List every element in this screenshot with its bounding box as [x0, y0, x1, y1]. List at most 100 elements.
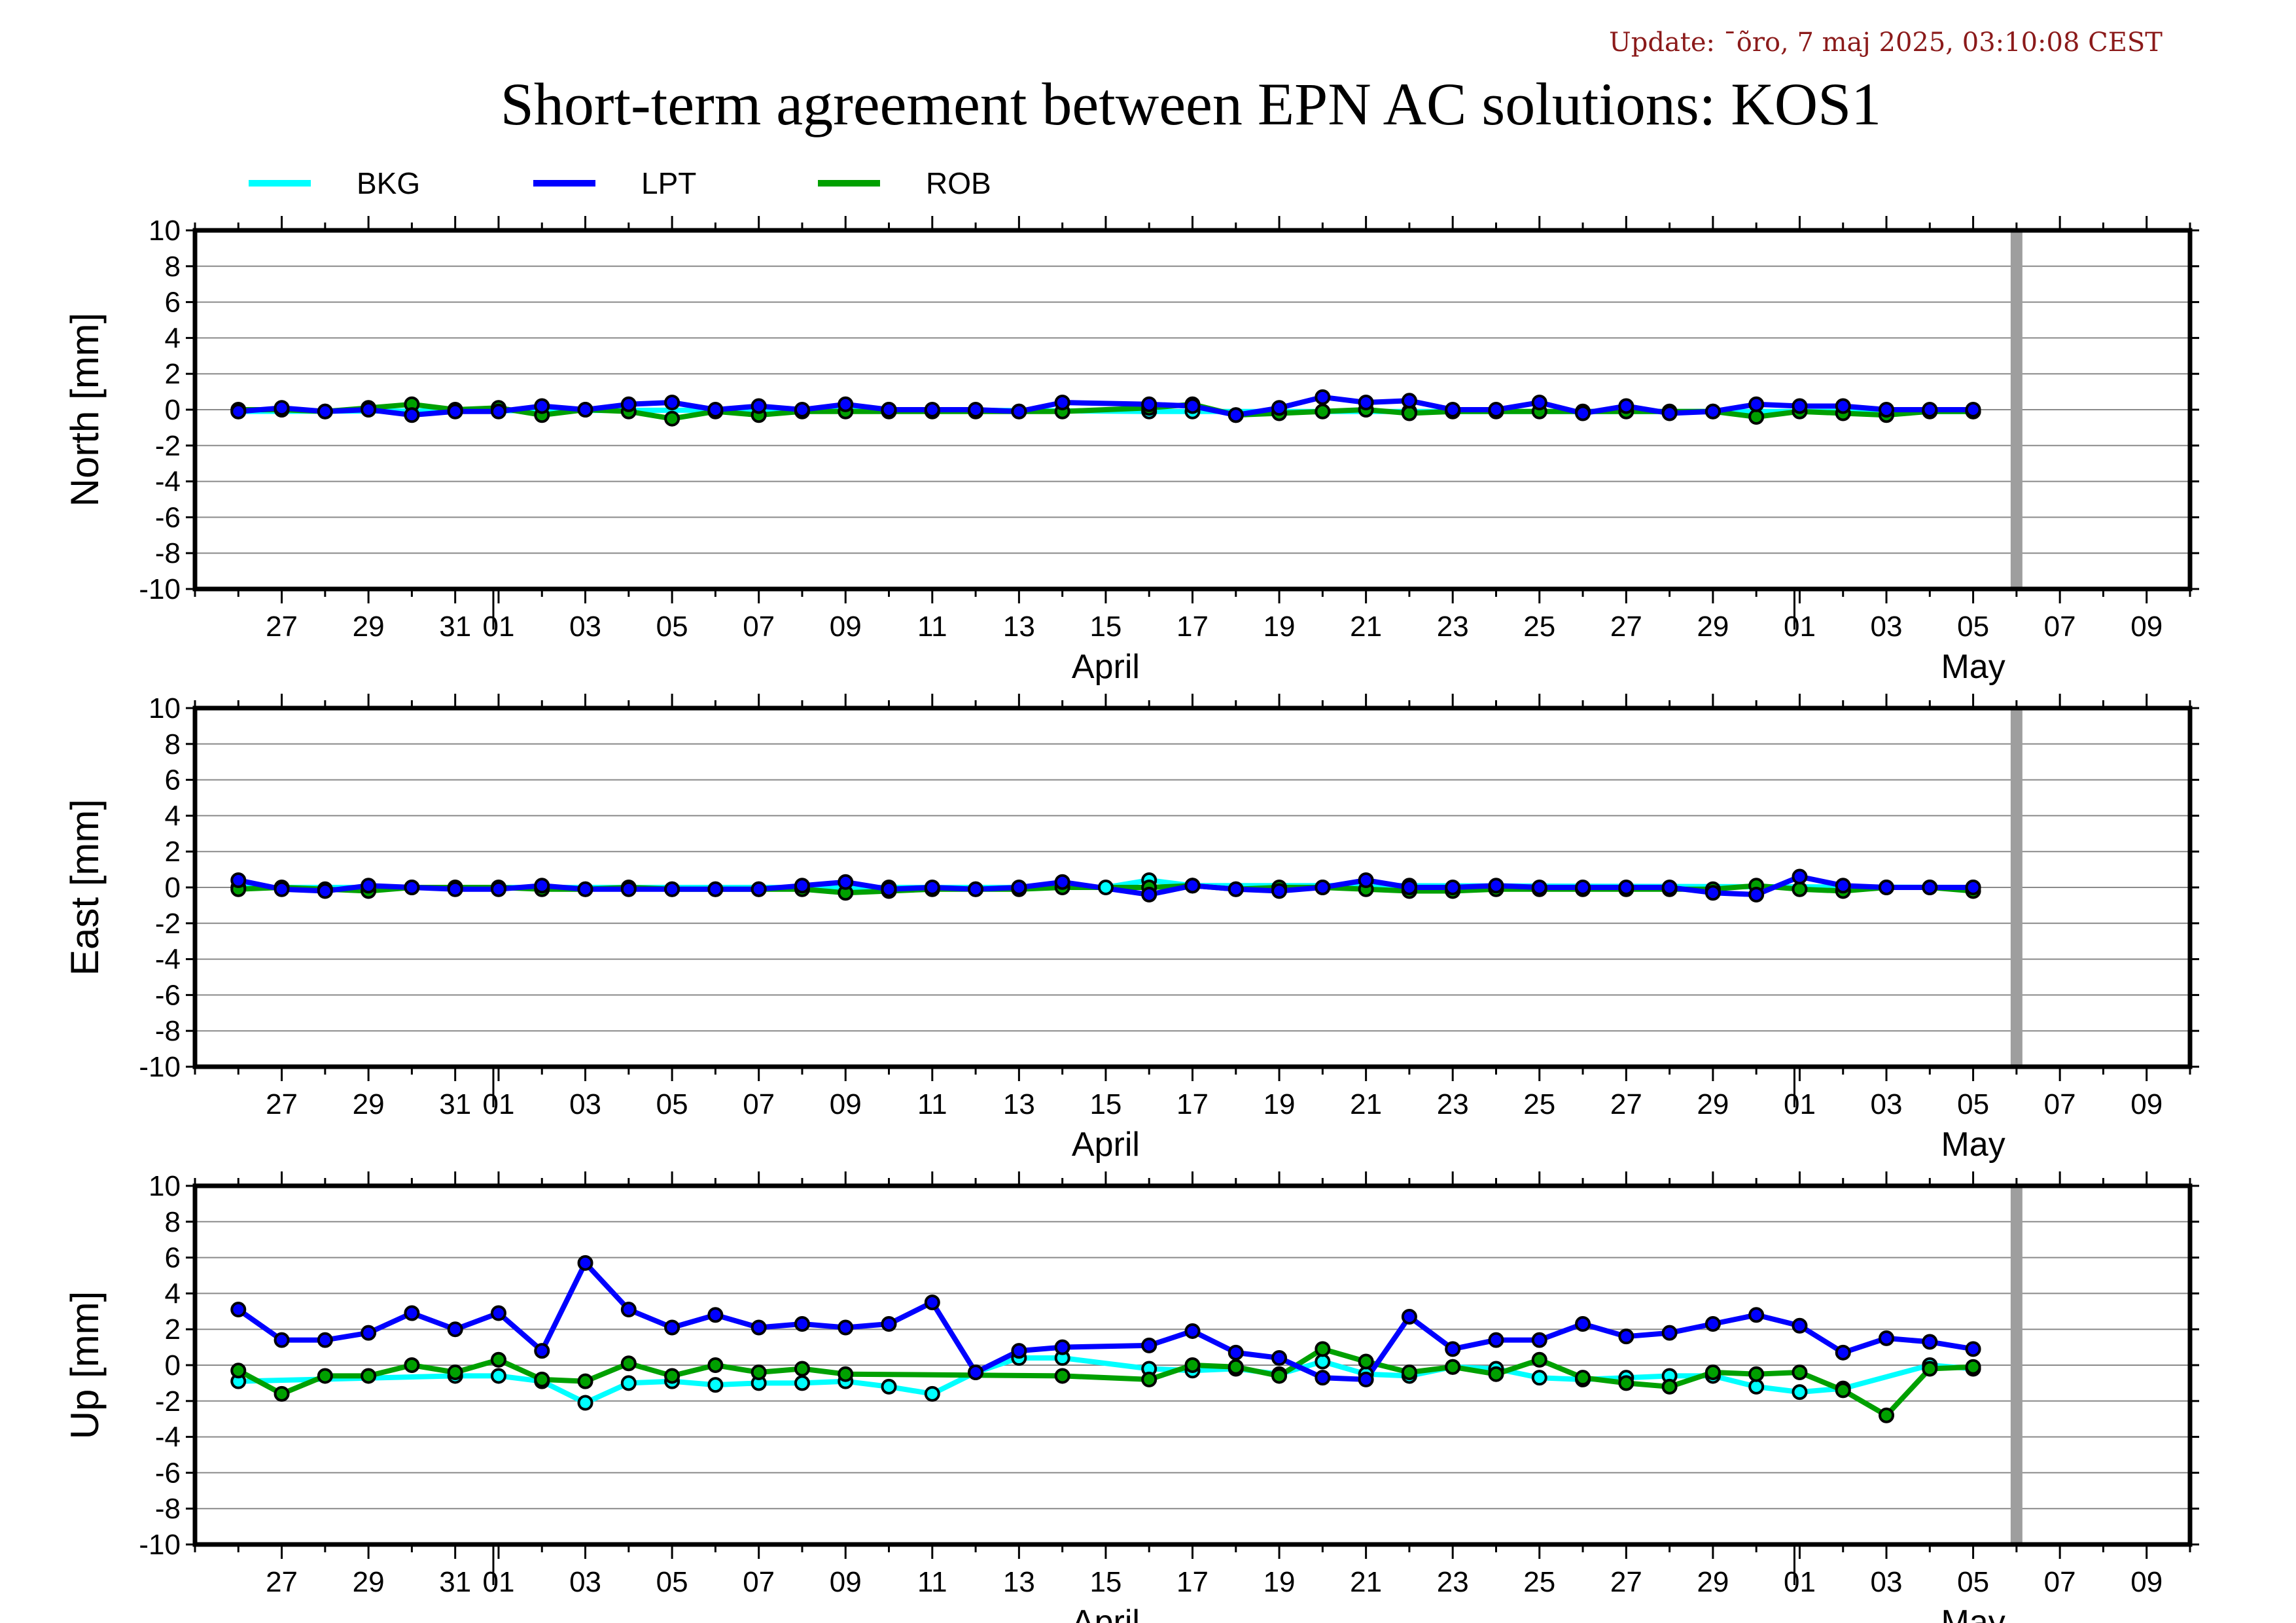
y-tick-label: -10: [139, 1529, 181, 1561]
data-point-lpt: [1704, 1315, 1721, 1332]
data-point-lpt: [447, 403, 463, 419]
series-line-lpt: [238, 394, 1973, 418]
chart-title: Short-term agreement between EPN AC solu…: [501, 71, 1882, 137]
y-tick-label: 8: [165, 251, 181, 283]
x-tick-label: 27: [1610, 611, 1642, 643]
x-tick-label: 05: [1957, 1088, 1989, 1120]
data-point-bkg: [924, 1385, 940, 1402]
x-tick-label: 05: [656, 1088, 688, 1120]
data-point-lpt: [1704, 885, 1721, 901]
x-tick-label: 01: [483, 1088, 515, 1120]
x-tick-label: 23: [1437, 1088, 1469, 1120]
data-point-lpt: [1792, 868, 1808, 885]
panel-frame: [192, 1183, 2193, 1547]
x-tick-label: 11: [917, 611, 947, 643]
y-axis-label: North [mm]: [63, 313, 107, 507]
data-point-lpt: [361, 878, 377, 894]
x-tick-label: 01: [1784, 611, 1816, 643]
data-point-lpt: [1184, 1323, 1201, 1339]
data-point-rob: [620, 1355, 637, 1372]
data-point-lpt: [447, 1321, 463, 1338]
current-date-marker: [2010, 1186, 2022, 1544]
data-point-rob: [1618, 1375, 1634, 1391]
data-point-rob: [1835, 1382, 1851, 1399]
data-point-lpt: [404, 407, 420, 423]
data-point-lpt: [1575, 880, 1591, 895]
data-point-lpt: [881, 881, 897, 897]
x-tick-label: 01: [483, 611, 515, 643]
panel-east: 10 8 6 4 2 0 -2 -4-6 -8 -10 East [mm] 27 29 31 01 03 05 0…: [63, 692, 2199, 1164]
data-point-lpt: [1184, 878, 1201, 894]
y-tick-label: 4: [165, 322, 181, 354]
x-tick-label: 27: [1610, 1088, 1642, 1120]
data-point-lpt: [1748, 886, 1765, 902]
legend: BKG LPT ROB: [249, 166, 991, 200]
y-tick-label: -10: [139, 573, 181, 605]
y-tick-label: -10: [139, 1051, 181, 1083]
x-tick-label: 09: [2130, 611, 2163, 643]
data-point-lpt: [1575, 1315, 1591, 1332]
y-tick-label: -4: [155, 466, 181, 498]
data-point-lpt: [1315, 1370, 1331, 1386]
data-point-lpt: [274, 881, 290, 897]
x-tick-label: 27: [266, 611, 298, 643]
x-tick-label: 21: [1350, 1088, 1382, 1120]
legend-label-lpt: LPT: [641, 166, 696, 200]
y-tick-label: 2: [165, 1313, 181, 1346]
data-point-lpt: [317, 1332, 333, 1348]
data-point-lpt: [1835, 878, 1851, 894]
data-point-lpt: [1922, 402, 1938, 418]
x-tick-label: 19: [1263, 1088, 1296, 1120]
x-tick-label: 17: [1176, 1088, 1209, 1120]
y-tick-label: 0: [165, 1349, 181, 1382]
x-tick-label: 03: [569, 1088, 601, 1120]
data-point-lpt: [274, 1332, 290, 1348]
data-point-rob: [664, 410, 680, 427]
x-tick-label: 05: [656, 611, 688, 643]
data-point-lpt: [924, 1294, 940, 1311]
month-label: April: [1072, 1126, 1140, 1164]
data-point-lpt: [924, 880, 940, 895]
data-point-rob: [664, 1368, 680, 1384]
data-point-lpt: [274, 400, 290, 416]
data-point-lpt: [1618, 880, 1634, 895]
data-point-lpt: [1661, 880, 1678, 895]
x-tick-label: 15: [1089, 611, 1122, 643]
data-point-rob: [1792, 1364, 1808, 1380]
y-tick-label: -6: [155, 501, 181, 533]
y-tick-label: -8: [155, 537, 181, 569]
data-point-bkg: [1531, 1370, 1547, 1386]
x-tick-label: 25: [1523, 611, 1555, 643]
data-point-lpt: [1054, 874, 1070, 890]
data-point-rob: [447, 1364, 463, 1380]
data-point-lpt: [1704, 403, 1721, 419]
data-point-lpt: [838, 396, 854, 412]
data-point-rob: [1748, 1366, 1765, 1382]
y-tick-label: 8: [165, 1206, 181, 1238]
x-tick-label: 17: [1176, 1566, 1209, 1598]
x-tick-label: 23: [1437, 1566, 1469, 1598]
data-point-rob: [404, 1357, 420, 1373]
data-point-lpt: [1011, 1343, 1027, 1359]
data-point-lpt: [707, 1307, 724, 1323]
panel-frame: [192, 228, 2193, 592]
data-point-lpt: [1531, 1332, 1547, 1348]
data-point-lpt: [1011, 880, 1027, 895]
data-point-lpt: [1315, 389, 1331, 405]
month-label: May: [1941, 1126, 2005, 1164]
data-point-lpt: [1922, 880, 1938, 895]
data-point-rob: [274, 1385, 290, 1402]
x-tick-label: 11: [917, 1088, 947, 1120]
y-tick-label: 0: [165, 394, 181, 426]
y-tick-label: -4: [155, 1421, 181, 1454]
y-tick-label: 6: [165, 1242, 181, 1274]
data-point-lpt: [707, 402, 724, 418]
x-tick-label: 21: [1350, 1566, 1382, 1598]
data-point-bkg: [1748, 1378, 1765, 1395]
data-point-lpt: [1358, 395, 1374, 411]
y-tick-label: 8: [165, 728, 181, 760]
data-point-lpt: [230, 403, 247, 419]
data-point-rob: [230, 1363, 247, 1379]
